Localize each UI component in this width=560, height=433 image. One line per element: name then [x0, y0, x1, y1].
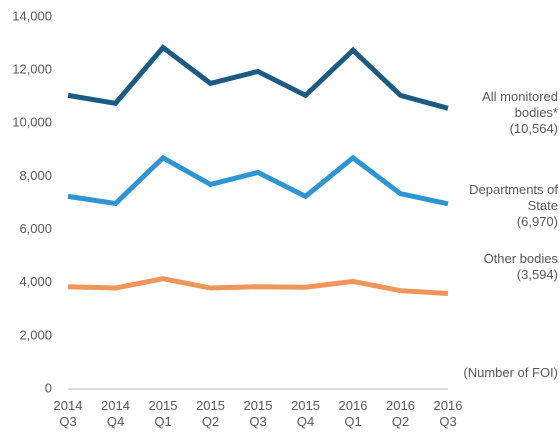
y-tick-label: 0	[45, 380, 52, 395]
x-tick-label: 2015 Q4	[291, 398, 320, 429]
y-tick-label: 12,000	[12, 62, 52, 77]
value-label: (3,594)	[516, 267, 558, 282]
y-tick-label: 6,000	[19, 221, 52, 236]
series-label: Other bodies	[483, 251, 558, 266]
series-label: Departments of State	[469, 182, 558, 213]
x-tick-label: 2014 Q3	[53, 398, 83, 429]
x-tick-label: 2015 Q3	[243, 398, 273, 429]
y-tick-label: 10,000	[12, 115, 52, 130]
y-tick-label: 14,000	[12, 8, 52, 23]
series-label: All monitored bodies*	[482, 89, 558, 120]
y-tick-label: 4,000	[19, 274, 52, 289]
x-tick-label: 2016 Q2	[386, 398, 415, 429]
x-tick-label: 2014 Q4	[101, 398, 130, 429]
x-tick-label: 2016 Q1	[338, 398, 368, 429]
value-label: (10,564)	[509, 121, 558, 136]
x-tick-label: 2016 Q3	[433, 398, 463, 429]
y-tick-label: 8,000	[19, 168, 52, 183]
series-line	[67, 154, 449, 207]
series-line	[67, 276, 449, 296]
y-tick-label: 2,000	[19, 327, 52, 342]
annotation: (Number of FOI)	[463, 365, 558, 380]
x-tick-label: 2015 Q1	[148, 398, 178, 429]
x-tick-label: 2015 Q2	[196, 398, 225, 429]
series-line	[67, 44, 449, 111]
value-label: (6,970)	[516, 214, 558, 229]
